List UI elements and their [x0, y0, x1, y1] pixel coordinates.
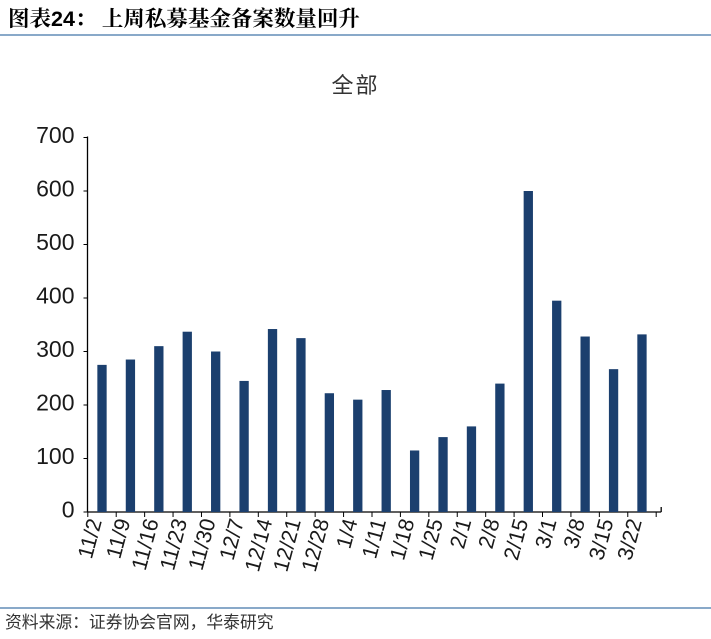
svg-text:600: 600 [36, 176, 74, 202]
svg-text:2/1: 2/1 [445, 516, 476, 551]
svg-text:300: 300 [36, 336, 74, 362]
svg-text:200: 200 [36, 390, 74, 416]
svg-text:1/4: 1/4 [332, 516, 363, 551]
svg-text:100: 100 [36, 443, 74, 469]
svg-text:400: 400 [36, 283, 74, 309]
svg-text:500: 500 [36, 229, 74, 255]
svg-text:700: 700 [36, 122, 74, 148]
svg-text:3/1: 3/1 [531, 516, 562, 551]
svg-text:2/8: 2/8 [474, 516, 505, 551]
svg-text:0: 0 [62, 497, 75, 523]
svg-text:3/8: 3/8 [559, 516, 590, 551]
